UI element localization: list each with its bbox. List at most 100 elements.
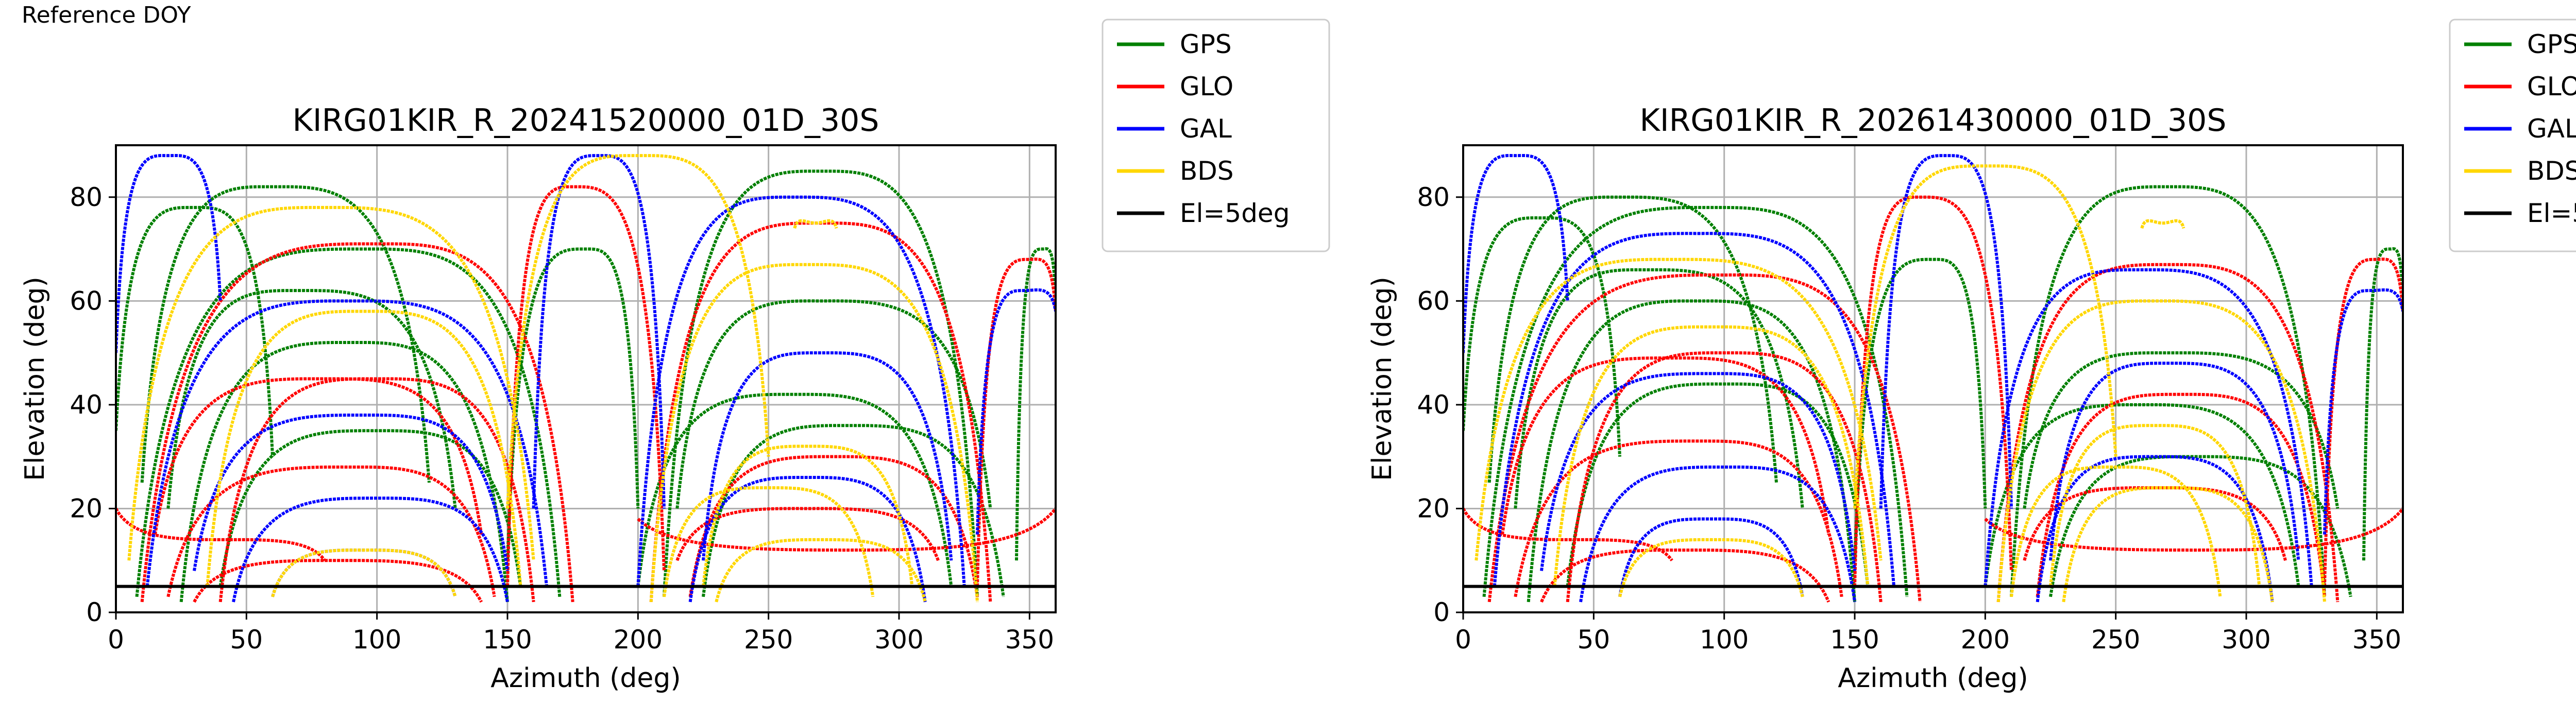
y-tick-label: 80 [1417,182,1450,212]
track-glo [140,242,574,603]
track-glo [1463,508,1673,562]
track-bds [1553,325,1870,587]
track-glo [2036,392,2326,597]
track-glo [637,507,1056,552]
x-axis-label: Azimuth (deg) [1838,663,2028,694]
track-glo [506,185,666,587]
y-tick-label: 0 [86,597,103,627]
track-gal [193,414,509,571]
x-tick-label: 0 [108,625,124,655]
track-gps [506,247,640,561]
x-tick-label: 200 [614,625,663,655]
track-glo [1984,507,2403,552]
track-bds [506,154,770,509]
track-gps [1482,205,1909,597]
tracks-layer [116,153,1056,603]
x-axis-label: Azimuth (deg) [490,663,681,694]
x-tick-label: 50 [230,625,263,655]
track-gps [1015,247,1056,561]
legend: GPS GLO GAL BDS El=5deg [1101,19,1330,252]
x-tick-label: 350 [1005,625,1054,655]
track-gal [2036,455,2274,603]
track-gal [1618,517,1804,597]
legend-label: GLO [1180,72,1233,101]
series-glo [1463,195,2403,603]
track-bds [2140,219,2185,229]
track-gal [1984,268,2313,587]
tracks-layer [1463,153,2403,603]
track-glo [193,559,483,603]
track-gps [2023,351,2340,509]
track-gal [116,153,222,353]
track-gal [702,351,953,561]
track-gal [1493,232,1895,587]
y-tick-label: 60 [1417,286,1450,316]
track-gps [1566,382,1870,587]
x-tick-label: 250 [2091,625,2140,655]
x-tick-label: 350 [2352,625,2401,655]
track-gal [532,154,666,509]
legend-box [1101,19,1330,252]
chart-title: KIRG01KIR_R_20241520000_01D_30S [293,102,879,139]
y-tick-label: 20 [70,493,103,523]
y-tick-label: 60 [70,286,103,316]
track-gps [1463,216,1621,457]
legend-box [2449,19,2576,252]
y-tick-label: 80 [70,182,103,212]
y-tick-label: 0 [1433,597,1450,627]
x-tick-label: 100 [352,625,401,655]
chart-title: KIRG01KIR_R_20261430000_01D_30S [1640,102,2227,139]
track-glo [1514,439,1843,597]
track-gps [218,429,522,587]
legend-label: BDS [1180,156,1234,186]
track-gal [1579,465,1856,603]
axes-frame [115,144,1057,613]
track-gal [1463,153,1569,353]
chart-left: 0 50 100 150 200 250 300 350 0 20 40 60 80 KIRG01KIR_… [20,19,1330,694]
y-axis-label: Elevation (deg) [20,277,50,481]
track-gps [2362,247,2403,561]
series-bds [127,154,979,603]
track-bds [702,444,914,587]
track-gps [702,424,1005,597]
x-tick-label: 200 [1961,625,2010,655]
track-gps [1527,299,1856,603]
track-glo [675,507,940,561]
chart-right: 0 50 100 150 200 250 300 350 0 20 40 60 80 KIRG01KIR_… [1367,19,2576,694]
track-gps [675,299,992,509]
axes-frame [1462,144,2404,613]
track-gal [2323,288,2403,535]
track-bds [2062,486,2274,603]
track-bds [271,548,457,597]
plot-area [116,145,1056,612]
track-bds [1475,258,1883,561]
series-bds [1475,164,2326,603]
x-tick-label: 50 [1578,625,1611,655]
legend: GPS GLO GAL BDS El=5deg [2449,19,2576,252]
track-bds [1853,164,2117,509]
x-tick-label: 150 [1830,625,1879,655]
track-gps [663,169,979,597]
legend-label: El=5deg [2527,198,2576,228]
track-bds [2010,465,2222,597]
track-glo [1853,195,2013,587]
legend-label: GPS [2527,29,2576,59]
track-gal [2049,362,2300,561]
track-glo [166,465,496,597]
track-gps [2049,455,2352,597]
y-tick-label: 40 [70,390,103,420]
x-tick-label: 250 [744,625,793,655]
track-gal [1879,154,2013,509]
track-bds [1618,538,1804,597]
track-gps [636,392,953,587]
track-gps [179,340,509,603]
track-gps [116,205,274,457]
track-glo [1996,263,2340,603]
legend-label: GAL [1180,114,1232,144]
track-gal [232,496,509,603]
x-tick-label: 100 [1700,625,1749,655]
track-glo [1487,273,1922,603]
track-gps [1514,268,1804,509]
track-glo [116,508,326,562]
